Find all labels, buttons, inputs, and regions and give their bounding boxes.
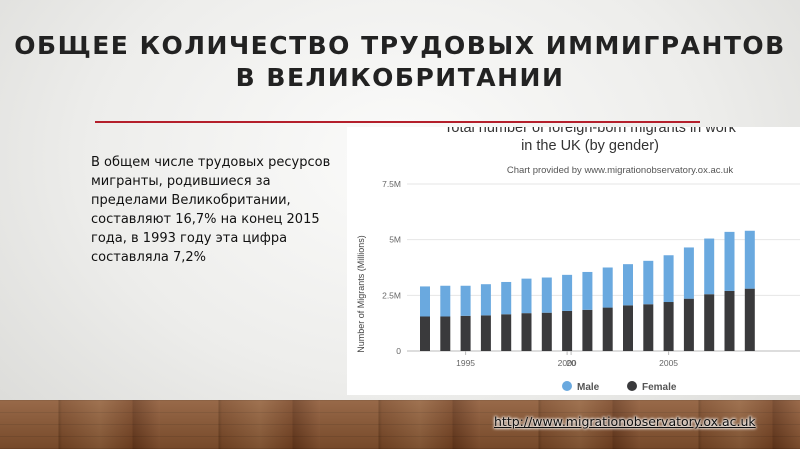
legend-label: Female [642,382,677,393]
bar-male [704,238,715,295]
bar-male [582,271,593,310]
bar-male [562,274,573,311]
bar-female [562,310,573,351]
wooden-floor-decoration [0,400,800,449]
bar-male [440,285,451,317]
bar-male [683,247,694,299]
bar-male [480,284,491,316]
bar-female [460,315,471,351]
migrants-chart: Total number of foreign-born migrants in… [356,127,800,393]
bar-male [623,264,633,306]
bar-female [704,294,715,351]
chart-title-line: in the UK (by gender) [521,138,659,154]
source-link[interactable]: http://www.migrationobservatory.ox.ac.uk [494,414,756,429]
title-divider [95,121,700,123]
bar-male [643,260,654,305]
bar-male [724,231,735,291]
bar-female [683,298,694,351]
bar-male [521,278,532,314]
x-tick-label: 2005 [659,358,678,368]
chart-title-line: Total number of foreign-born migrants in… [444,127,736,136]
bar-male [420,286,430,317]
x-tick-label: 2000 [558,358,577,368]
y-tick-label: 7.5M [382,179,401,189]
x-tick-label: 20 [566,358,576,368]
bar-male [460,285,471,316]
slide-title: ОБЩЕЕ КОЛИЧЕСТВО ТРУДОВЫХ ИММИГРАНТОВ В … [14,31,786,92]
chart-panel: Total number of foreign-born migrants in… [347,127,800,395]
bar-male [602,267,613,308]
body-text: В общем числе трудовых ресурсов мигранты… [91,155,331,265]
bar-female [420,316,430,351]
y-tick-label: 0 [396,346,401,356]
bar-female [663,302,674,351]
legend-marker [562,381,572,391]
bar-female [480,315,491,351]
bar-female [440,316,451,351]
chart-subtitle: Chart provided by www.migrationobservato… [507,165,734,176]
bar-female [501,314,512,351]
bar-male [501,281,512,315]
bar-female [541,312,552,351]
bar-male [663,255,674,303]
y-tick-label: 5M [389,235,401,245]
bar-female [582,309,593,351]
legend-marker [627,381,637,391]
bar-female [643,304,654,351]
y-axis-label: Number of Migrants (Millions) [356,235,366,353]
bar-female [724,290,735,351]
bar-male [744,230,755,289]
y-tick-label: 2.5M [382,290,401,300]
bar-female [521,313,532,351]
bar-female [744,288,755,351]
bar-male [541,277,552,313]
bar-female [602,307,613,351]
x-tick-label: 1995 [456,358,475,368]
chart-title: Total number of foreign-born migrants in… [444,127,736,154]
legend-label: Male [577,382,600,393]
bar-female [623,305,633,351]
